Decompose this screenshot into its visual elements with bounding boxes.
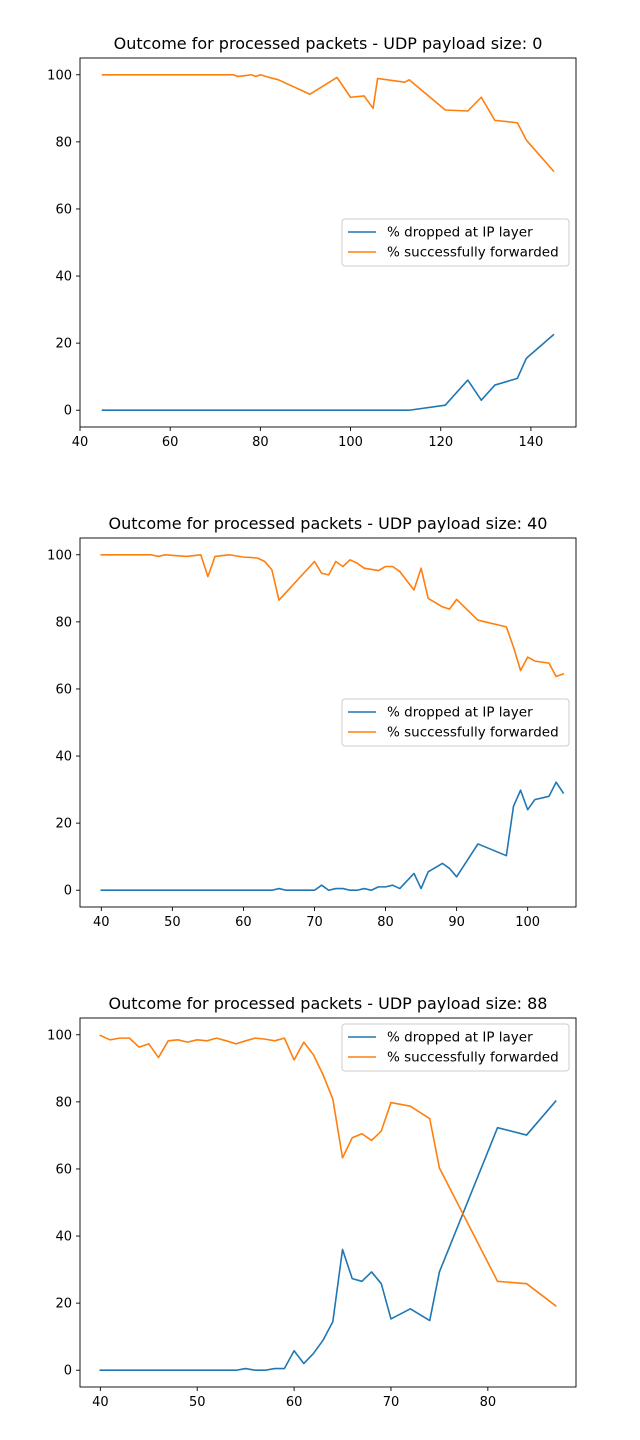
y-tick-label: 60 [55,202,72,217]
y-tick-label: 20 [55,817,72,832]
y-tick-label: 0 [64,404,72,419]
legend-label-forwarded: % successfully forwarded [387,1050,559,1066]
x-tick-label: 40 [92,1395,109,1410]
y-tick-label: 60 [55,682,72,697]
x-tick-label: 60 [286,1395,303,1410]
series-line-forwarded [101,73,555,173]
legend-label-dropped: % dropped at IP layer [387,1030,533,1046]
subplot-2: Outcome for processed packets - UDP payl… [47,514,577,930]
y-tick-label: 0 [64,884,72,899]
x-tick-label: 80 [480,1395,497,1410]
series-line-dropped [99,1100,557,1372]
axes-frame [79,537,577,908]
axes-frame [79,57,577,428]
x-tick-label: 70 [383,1395,400,1410]
y-tick-label: 100 [47,1028,72,1043]
x-tick-label: 50 [164,915,181,930]
y-tick-label: 80 [55,1095,72,1110]
x-tick-label: 50 [189,1395,206,1410]
y-tick-label: 20 [55,337,72,352]
legend: % dropped at IP layer % successfully forw… [341,1023,570,1072]
x-tick-label: 90 [448,915,465,930]
legend-label-forwarded: % successfully forwarded [387,725,559,741]
legend-box [341,218,570,267]
y-tick-label: 0 [64,1364,72,1379]
x-tick-label: 40 [93,915,110,930]
legend-box [341,698,570,747]
series-line-forwarded [99,1034,557,1307]
y-tick-label: 40 [55,270,72,285]
subplot-3: Outcome for processed packets - UDP payl… [47,994,577,1410]
chart-title: Outcome for processed packets - UDP payl… [114,34,543,53]
legend-label-forwarded: % successfully forwarded [387,245,559,261]
legend-label-dropped: % dropped at IP layer [387,225,533,241]
y-tick-label: 40 [55,1230,72,1245]
y-tick-label: 80 [55,615,72,630]
series-line-dropped [101,333,555,412]
legend-label-dropped: % dropped at IP layer [387,705,533,721]
y-tick-label: 60 [55,1162,72,1177]
x-tick-label: 80 [377,915,394,930]
legend: % dropped at IP layer % successfully forw… [341,698,570,747]
subplot-1: Outcome for processed packets - UDP payl… [47,34,577,450]
y-tick-label: 40 [55,750,72,765]
axes-frame [79,1017,577,1388]
series-line-forwarded [100,553,565,678]
x-tick-label: 100 [338,435,363,450]
x-tick-label: 70 [306,915,323,930]
x-tick-label: 60 [162,435,179,450]
chart-title: Outcome for processed packets - UDP payl… [109,994,548,1013]
legend: % dropped at IP layer % successfully forw… [341,218,570,267]
y-tick-label: 20 [55,1297,72,1312]
series-line-dropped [100,781,565,892]
y-tick-label: 100 [47,548,72,563]
y-tick-label: 80 [55,135,72,150]
legend-box [341,1023,570,1072]
x-tick-label: 40 [72,435,89,450]
y-tick-label: 100 [47,68,72,83]
x-tick-label: 100 [515,915,540,930]
x-tick-label: 60 [235,915,252,930]
x-tick-label: 120 [428,435,453,450]
x-tick-label: 80 [252,435,269,450]
chart-title: Outcome for processed packets - UDP payl… [109,514,548,533]
x-tick-label: 140 [518,435,543,450]
